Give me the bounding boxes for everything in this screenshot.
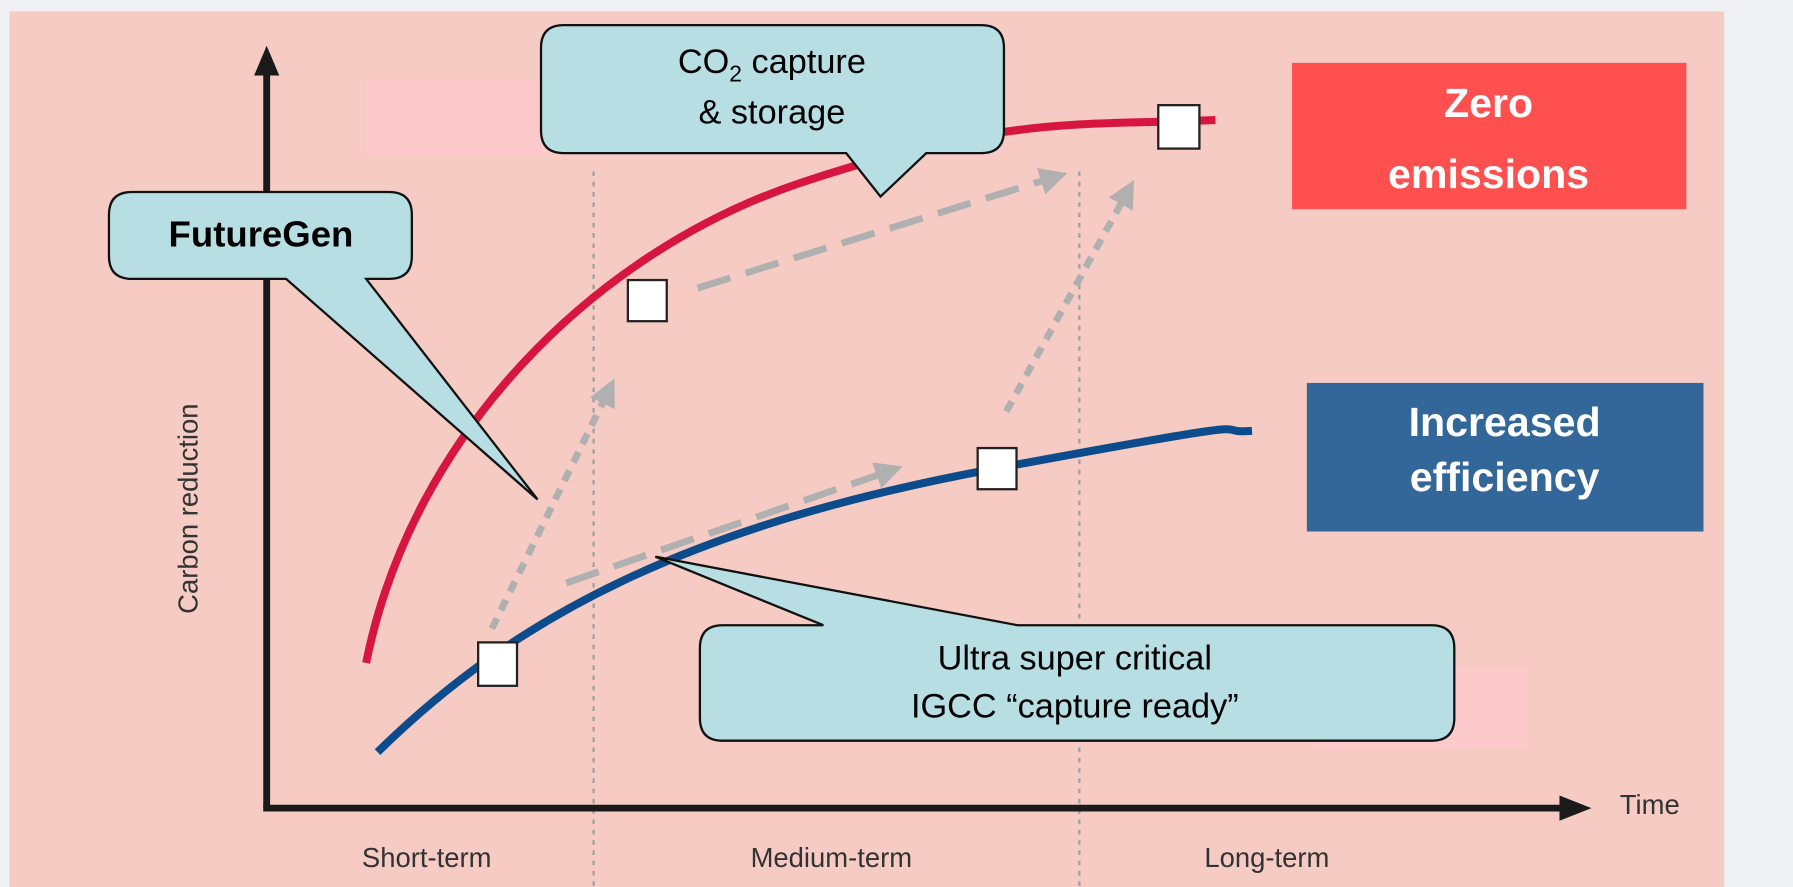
arrow — [1003, 180, 1135, 414]
callout — [654, 555, 1456, 742]
milestones — [477, 104, 1201, 687]
x-axis-arrow — [1559, 795, 1592, 821]
subscript: 2 — [729, 60, 742, 86]
milestone — [477, 641, 519, 687]
box-text: efficiency — [1410, 454, 1600, 500]
phase-label: Short-term — [362, 842, 492, 873]
y-axis-label: Carbon reduction — [172, 403, 203, 613]
milestone — [1157, 104, 1201, 150]
arrow — [696, 168, 1068, 292]
callout-text: CO — [678, 43, 729, 81]
efficiency-box — [1306, 382, 1704, 532]
arrow — [565, 462, 903, 587]
milestone — [626, 278, 668, 323]
arrows — [488, 168, 1135, 631]
phase-label: Medium-term — [751, 842, 913, 873]
box-text: Zero — [1444, 80, 1533, 126]
callout-text: IGCC “capture ready” — [911, 688, 1239, 726]
callout-text: capture — [742, 43, 866, 81]
x-axis-label: Time — [1620, 789, 1680, 820]
callout-text: FutureGen — [169, 213, 354, 254]
phase-label: Long-term — [1204, 842, 1329, 873]
box-text: emissions — [1388, 151, 1589, 197]
callout — [539, 24, 1006, 199]
box-text: Increased — [1409, 399, 1601, 445]
callout-text: & storage — [699, 93, 846, 131]
zero-emissions-box — [1291, 62, 1687, 210]
arrow — [488, 378, 615, 631]
zero-emissions-curve — [362, 116, 1216, 664]
callout-text: CO2 capture — [678, 43, 866, 86]
milestone — [976, 446, 1018, 491]
y-axis-arrow — [254, 45, 280, 76]
callout-text: Ultra super critical — [938, 640, 1212, 678]
callout — [107, 190, 539, 501]
